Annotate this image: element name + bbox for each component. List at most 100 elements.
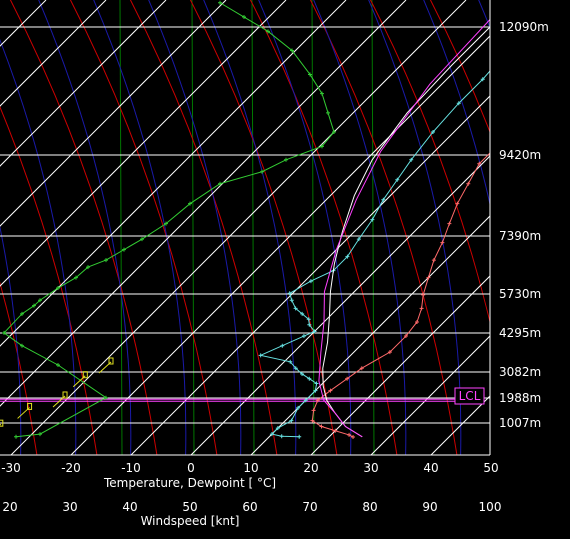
temperature-point <box>351 434 356 439</box>
wind-barb-flag <box>27 402 33 410</box>
moist-adiabat-line <box>313 0 407 455</box>
wind-speed-point <box>164 221 168 226</box>
wind-speed-point <box>266 29 270 34</box>
wind-speed-point <box>14 434 18 439</box>
isotherm-line <box>310 275 490 455</box>
mixing-ratio-lines <box>119 0 375 455</box>
moist-adiabat-line <box>0 38 77 455</box>
height-label: 5730m <box>499 287 541 301</box>
temperature-tick-label: 20 <box>303 461 318 475</box>
wind-speed-point <box>104 258 108 263</box>
dewpoint-point <box>456 101 461 106</box>
profile-series <box>0 0 490 439</box>
isotherm-line <box>250 215 490 455</box>
temperature-point <box>419 306 424 311</box>
dewpoint-point <box>296 405 301 410</box>
temperature-point <box>447 221 452 226</box>
temperature-point <box>310 418 315 423</box>
dewpoint-point <box>409 157 414 162</box>
wind-speed-point <box>188 201 192 206</box>
temperature-tick-label: 10 <box>243 461 258 475</box>
dewpoint-point <box>356 237 361 242</box>
moist-adiabat-line <box>368 0 462 455</box>
wind-tick-label: 30 <box>62 500 77 514</box>
wind-speed-point <box>38 298 42 303</box>
height-level-lines <box>0 26 490 424</box>
parcel-line <box>322 26 490 438</box>
temperature-point <box>440 240 445 245</box>
dewpoint-point <box>301 334 306 339</box>
wind-speed-point <box>38 432 42 437</box>
wind-speed-point <box>320 144 324 149</box>
temperature-point <box>328 388 333 393</box>
wind-speed-point <box>32 303 36 308</box>
temperature-point <box>359 366 364 371</box>
dewpoint-point <box>303 398 308 403</box>
dewpoint-point <box>307 322 312 327</box>
dewpoint-point <box>314 381 319 386</box>
isotherm-line <box>10 0 467 455</box>
wind-speed-point <box>242 15 246 20</box>
dewpoint-point <box>395 177 400 182</box>
temperature-point <box>311 408 316 413</box>
height-label: 4295m <box>499 326 541 340</box>
dewpoint-point <box>381 197 386 202</box>
isotherm-line <box>70 35 490 455</box>
temperature-tick-label: 30 <box>363 461 378 475</box>
isotherm-lines <box>0 0 490 455</box>
wind-speed-point <box>218 0 222 5</box>
moist-adiabat-line <box>148 0 242 455</box>
wind-speed-point <box>308 72 312 77</box>
wind-barb-flag <box>108 357 114 365</box>
height-label: 1988m <box>499 391 541 405</box>
dewpoint-point <box>297 434 302 439</box>
dewpoint-point <box>289 418 294 423</box>
dewpoint-point <box>308 279 313 284</box>
wind-tick-label: 80 <box>362 500 377 514</box>
temperature-point <box>455 201 460 206</box>
temperature-point <box>345 376 350 381</box>
dewpoint-point <box>300 371 305 376</box>
wind-axis-label: Windspeed [knt] <box>141 514 240 528</box>
wind-speed-point <box>260 169 264 174</box>
temperature-point <box>315 398 320 403</box>
dewpoint-point <box>269 432 274 437</box>
isotherm-line <box>190 155 490 455</box>
wind-speed-point <box>140 237 144 242</box>
temperature-point <box>466 181 471 186</box>
dewpoint-point <box>279 434 284 439</box>
wind-speed-point <box>284 157 288 162</box>
height-label: 12090m <box>499 20 549 34</box>
dewpoint-point <box>275 426 280 431</box>
dewpoint-point <box>300 311 305 316</box>
temperature-point <box>421 292 426 297</box>
wind-speed-point <box>104 395 108 400</box>
temperature-point <box>347 432 352 437</box>
dewpoint-point <box>370 217 375 222</box>
wind-speed-point <box>56 286 60 291</box>
temperature-point <box>477 161 482 166</box>
height-labels: 12090m 9420m 7390m 5730m 4295m 3082m 1988m 1007… <box>499 20 549 430</box>
temperature-point <box>431 258 436 263</box>
dewpoint-point <box>431 129 436 134</box>
temperature-point <box>426 275 431 280</box>
temperature-tick-labels: -30 -20 -10 0 10 20 30 40 50 <box>1 461 498 475</box>
wind-tick-label: 60 <box>242 500 257 514</box>
temperature-tick-label: 50 <box>483 461 498 475</box>
wind-tick-label: 40 <box>122 500 137 514</box>
temperature-tick-label: 0 <box>187 461 195 475</box>
wind-tick-label: 90 <box>422 500 437 514</box>
mixing-ratio-line <box>191 0 195 455</box>
dry-adiabat-line <box>369 0 490 325</box>
virtual-temperature-line <box>318 18 490 438</box>
isotherm-line <box>0 0 167 167</box>
temperature-point <box>387 350 392 355</box>
isotherm-line <box>0 0 347 347</box>
dewpoint-point <box>480 77 485 82</box>
temperature-tick-label: -30 <box>1 461 21 475</box>
isotherm-line <box>0 0 407 407</box>
temperature-tick-label: -10 <box>121 461 141 475</box>
wind-speed-point <box>86 265 90 270</box>
